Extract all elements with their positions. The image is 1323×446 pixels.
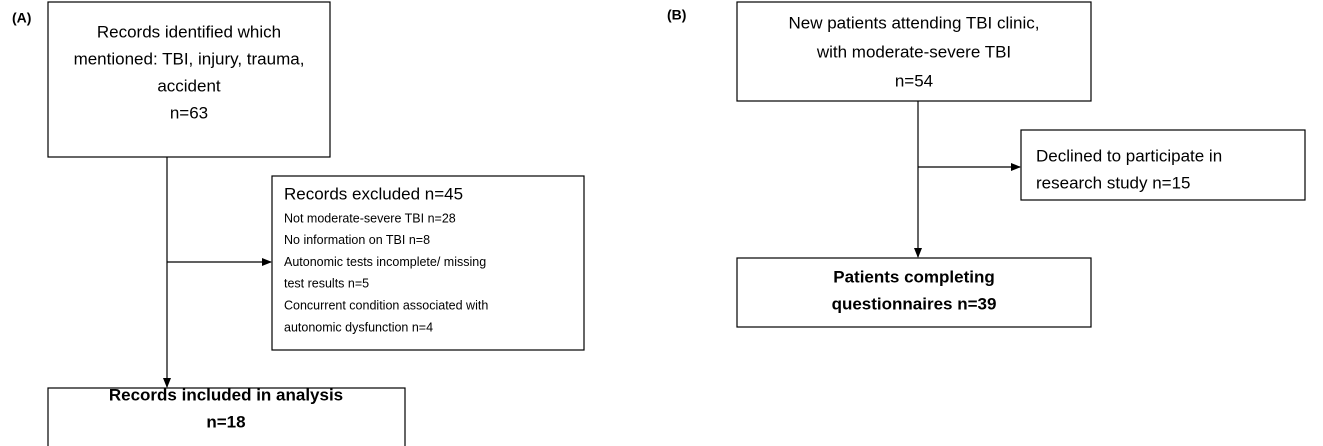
text-line: accident	[157, 76, 221, 95]
text-line: New patients attending TBI clinic,	[788, 13, 1039, 32]
text-line: n=18	[206, 412, 245, 431]
box	[736, 1, 1092, 102]
text-line: Not moderate-severe TBI n=28	[284, 211, 456, 225]
panel-label: (B)	[667, 7, 686, 23]
box-text: Declined to participate in research study…	[1036, 146, 1222, 192]
text-line: Records identified which	[97, 22, 281, 41]
box	[47, 387, 406, 446]
text-line: with moderate-severe TBI	[816, 42, 1011, 61]
text-line: Patients completing	[833, 267, 995, 286]
box-text: New patients attending TBI clinic, with m…	[788, 13, 1039, 90]
text-line: No information on TBI n=8	[284, 233, 430, 247]
text-line: Declined to participate in	[1036, 146, 1222, 165]
text-line: Concurrent condition associated with	[284, 298, 488, 312]
text-line: test results n=5	[284, 277, 369, 291]
text-line: mentioned: TBI, injury, trauma,	[74, 49, 305, 68]
text-line: Records included in analysis	[109, 385, 343, 404]
text-line: research study n=15	[1036, 173, 1191, 192]
box-items: Not moderate-severe TBI n=28 No informati…	[284, 211, 488, 334]
box	[271, 175, 585, 351]
text-line: Autonomic tests incomplete/ missing	[284, 255, 486, 269]
text-line: n=63	[170, 103, 208, 122]
box	[47, 1, 331, 158]
panel-label: (A)	[12, 10, 31, 26]
box	[736, 257, 1092, 328]
text-line: autonomic dysfunction n=4	[284, 320, 433, 334]
box-text: Records identified which mentioned: TBI, …	[74, 22, 305, 122]
text-line: questionnaires n=39	[832, 294, 997, 313]
text-line: n=54	[895, 71, 933, 90]
box	[1020, 129, 1306, 201]
box-title: Records excluded n=45	[284, 184, 463, 203]
box-text: Records included in analysis n=18	[109, 385, 343, 431]
box-text: Patients completing questionnaires n=39	[832, 267, 997, 313]
